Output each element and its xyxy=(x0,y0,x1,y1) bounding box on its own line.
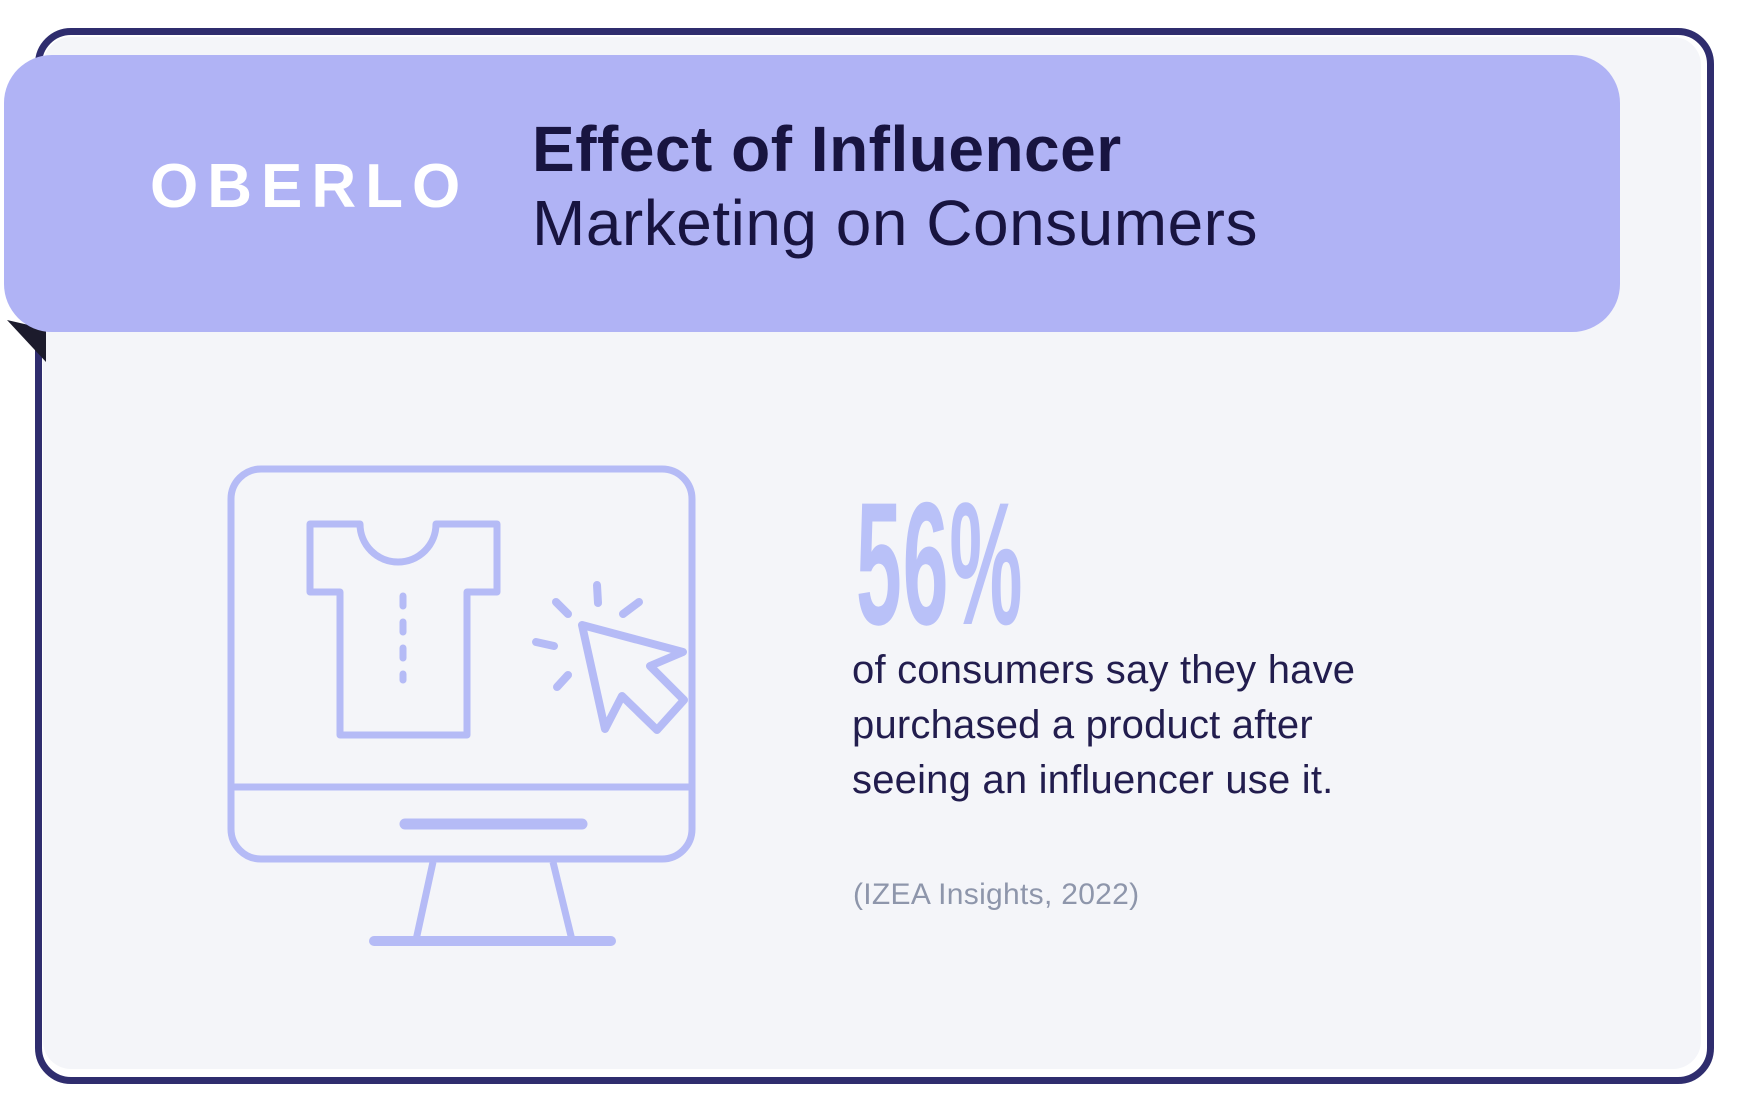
stat-description-line: purchased a product after xyxy=(852,703,1313,747)
header-banner: OBERLO Effect of Influencer Marketing on… xyxy=(4,55,1620,332)
stat-value: 56% xyxy=(856,467,1024,662)
title-line-1: Effect of Influencer xyxy=(532,113,1122,185)
banner-fold-corner xyxy=(7,320,46,362)
tshirt-icon xyxy=(306,520,501,739)
monitor-stand-legs xyxy=(412,861,576,941)
click-rays-icon xyxy=(532,581,643,691)
monitor-frame-icon xyxy=(227,465,696,863)
monitor-tshirt-cursor-illustration xyxy=(227,465,696,946)
page-title: Effect of Influencer Marketing on Consum… xyxy=(532,112,1258,260)
stat-source-citation: (IZEA Insights, 2022) xyxy=(853,878,1140,911)
cursor-icon xyxy=(578,621,688,734)
oberlo-logo: OBERLO xyxy=(150,152,470,221)
title-line-2: Marketing on Consumers xyxy=(532,187,1258,259)
stat-description: of consumers say they have purchased a p… xyxy=(852,643,1355,808)
stat-description-line: of consumers say they have xyxy=(852,648,1356,692)
fold-triangle xyxy=(7,320,46,362)
stat-description-line: seeing an influencer use it. xyxy=(852,758,1334,802)
